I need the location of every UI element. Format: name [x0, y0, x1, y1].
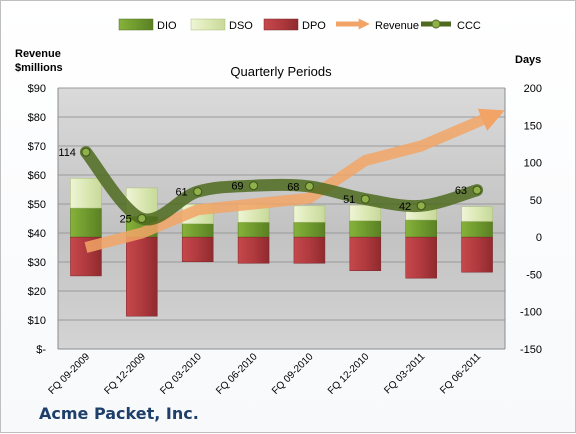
x-tick-labels: FQ 09-2009 FQ 12-2009 FQ 03-2010 FQ 06-2010…: [47, 351, 484, 397]
x-tick-label: FQ 12-2009: [102, 351, 148, 397]
left-axis-title-line1: Revenue: [15, 48, 61, 60]
left-tick-label: $60: [28, 170, 46, 182]
left-tick-label: $80: [28, 112, 46, 124]
right-axis-title: Days: [515, 54, 541, 66]
company-name: Acme Packet, Inc.: [39, 404, 199, 423]
revenue-line: [84, 108, 505, 253]
ccc-data-label: 68: [287, 181, 299, 193]
dpo-bar: [349, 236, 382, 271]
legend-swatch-dio: [118, 18, 154, 31]
dpo-bar: [181, 236, 214, 263]
left-tick-label: $20: [28, 286, 46, 298]
legend-swatch-ccc-marker: [431, 19, 441, 29]
ccc-data-label: 69: [231, 181, 243, 193]
legend-swatch-dso: [190, 18, 226, 31]
right-tick-label: -50: [526, 269, 542, 281]
legend-label-revenue: Revenue: [375, 20, 419, 32]
ccc-data-label: 51: [343, 194, 355, 206]
legend-label-dio: DIO: [157, 20, 177, 32]
x-tick-label: FQ 03-2010: [158, 351, 204, 397]
ccc-data-label: 25: [120, 214, 132, 226]
dso-bar: [70, 177, 102, 209]
dio-bar: [181, 223, 214, 238]
left-tick-label: $90: [28, 83, 46, 95]
left-tick-label: $10: [28, 315, 46, 327]
right-tick-label: -100: [520, 307, 542, 319]
chart-title: Quarterly Periods: [230, 64, 332, 79]
ccc-series: [79, 146, 484, 226]
left-tick-label: $70: [28, 141, 46, 153]
ccc-data-label: 63: [455, 185, 467, 197]
ccc-data-labels: 114 25 61 69 68 51 42 63: [58, 147, 467, 225]
legend-label-dso: DSO: [229, 20, 253, 32]
dpo-bar: [237, 236, 270, 264]
right-tick-label: 50: [530, 195, 542, 207]
legend-label-ccc: CCC: [457, 20, 481, 32]
dso-bar: [349, 204, 382, 221]
dio-bar: [349, 220, 382, 238]
right-tick-label: 100: [524, 158, 542, 170]
dpo-bar: [293, 236, 326, 264]
x-tick-label: FQ 06-2010: [214, 351, 260, 397]
legend: DIO DSO DPO Revenue CCC: [118, 18, 481, 32]
left-tick-label: $40: [28, 228, 46, 240]
ccc-point: [249, 181, 259, 191]
axes: [57, 88, 506, 350]
dio-bar: [70, 207, 102, 238]
ccc-point: [360, 194, 370, 204]
ccc-data-label: 42: [399, 201, 411, 213]
dio-bar: [461, 221, 493, 238]
ccc-data-label: 61: [175, 187, 187, 199]
ccc-point: [193, 187, 203, 197]
right-tick-label: 150: [524, 120, 542, 132]
dio-bar: [405, 219, 437, 238]
dso-bar: [293, 205, 326, 223]
dio-bar: [237, 221, 270, 238]
left-tick-label: $30: [28, 257, 46, 269]
x-tick-label: FQ 06-2011: [438, 351, 483, 396]
ccc-data-label: 114: [58, 147, 76, 159]
legend-swatch-dpo: [263, 18, 299, 31]
left-tick-labels: $- $10 $20 $30 $40 $50 $60 $70 $80 $90: [28, 83, 47, 356]
right-tick-label: 200: [524, 83, 542, 95]
dpo-bar: [461, 236, 493, 273]
dso-bar: [461, 206, 493, 222]
x-tick-label: FQ 09-2010: [270, 351, 316, 397]
ccc-point: [137, 214, 147, 223]
revenue-series: [84, 108, 505, 253]
x-tick-label: FQ 09-2009: [47, 351, 93, 397]
ccc-point: [304, 181, 314, 191]
dpo-bar: [405, 236, 437, 279]
legend-label-dpo: DPO: [302, 20, 326, 32]
left-axis-title-line2: $millions: [15, 62, 63, 74]
dpo-bar: [126, 236, 158, 317]
right-tick-label: 0: [536, 232, 542, 244]
dio-bar: [293, 221, 326, 238]
x-tick-label: FQ 12-2010: [326, 351, 372, 397]
left-tick-label: $-: [36, 344, 46, 356]
ccc-point: [81, 147, 91, 157]
x-tick-label: FQ 03-2011: [382, 351, 427, 396]
ccc-point: [416, 201, 426, 211]
right-tick-labels: -150 -100 -50 0 50 100 150 200: [520, 83, 542, 356]
ccc-point: [472, 185, 482, 195]
right-tick-label: -150: [520, 344, 542, 356]
left-tick-label: $50: [28, 199, 46, 211]
